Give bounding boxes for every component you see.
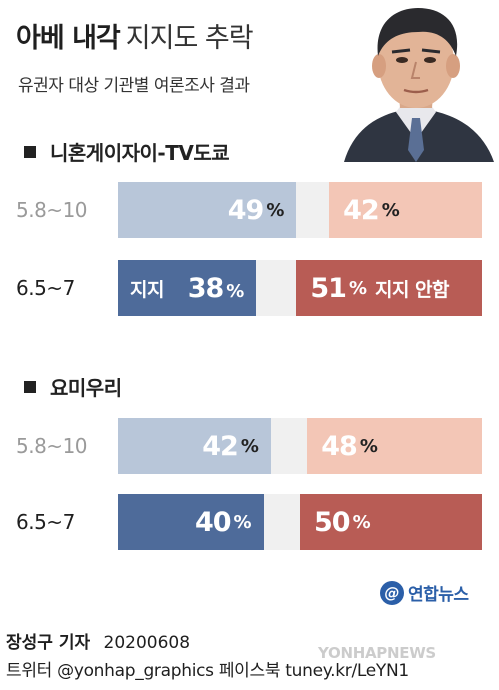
oppose-value-label: 51 bbox=[310, 272, 347, 304]
percent-sign: % bbox=[266, 199, 285, 221]
legend-oppose-label: 지지 안함 bbox=[374, 278, 450, 301]
percent-sign: % bbox=[359, 435, 378, 457]
byline: 장성구 기자 20200608 bbox=[6, 628, 190, 653]
page-title: 아베 내각 bbox=[16, 23, 121, 54]
bar-gap bbox=[270, 418, 308, 474]
title-row: 아베 내각 지지도 추락 bbox=[16, 16, 254, 55]
yonhap-logo: @ 연합뉴스 bbox=[380, 580, 469, 605]
oppose-value-label: 48 bbox=[321, 430, 358, 462]
logo-text: 연합뉴스 bbox=[408, 585, 469, 605]
support-value-label: 49 bbox=[227, 194, 265, 226]
bar-support: 42% bbox=[118, 418, 271, 474]
row-label: 6.5~7 bbox=[16, 276, 75, 300]
percent-sign: % bbox=[352, 511, 371, 533]
social-links: 트위터 @yonhap_graphics 페이스북 tuney.kr/LeYN1 bbox=[6, 661, 409, 681]
bar-support: 49% bbox=[118, 182, 297, 238]
person-portrait-icon bbox=[344, 8, 494, 162]
square-bullet-icon bbox=[24, 380, 36, 393]
row-label: 6.5~7 bbox=[16, 510, 75, 534]
oppose-value-label: 50 bbox=[314, 506, 351, 538]
legend-support-label: 지지 bbox=[130, 278, 164, 301]
bar-oppose: 48% bbox=[307, 418, 482, 474]
reporter-name: 장성구 기자 bbox=[6, 633, 91, 653]
percent-sign: % bbox=[226, 280, 245, 302]
percent-sign: % bbox=[381, 199, 400, 221]
poll-name: 니혼게이자이-TV도쿄 bbox=[50, 141, 230, 165]
percent-sign: % bbox=[348, 277, 367, 299]
bar-oppose: 50% bbox=[300, 494, 482, 550]
bar-gap bbox=[263, 494, 300, 550]
square-bullet-icon bbox=[24, 145, 36, 158]
bar-oppose: 42% bbox=[329, 182, 482, 238]
percent-sign: % bbox=[233, 511, 252, 533]
poll-name: 요미우리 bbox=[50, 376, 122, 400]
bar-oppose: 51% 지지 안함 bbox=[296, 260, 482, 316]
bar-support: 40% bbox=[118, 494, 264, 550]
bar-gap bbox=[256, 260, 297, 316]
percent-sign: % bbox=[240, 435, 259, 457]
row-label: 5.8~10 bbox=[16, 434, 88, 458]
section-heading-poll-2: 요미우리 bbox=[24, 372, 122, 401]
oppose-value-label: 42 bbox=[343, 194, 380, 226]
support-value-label: 40 bbox=[194, 506, 232, 538]
page-title-sub: 지지도 추락 bbox=[125, 23, 254, 54]
support-value-label: 42 bbox=[202, 430, 239, 462]
section-heading-poll-1: 니혼게이자이-TV도쿄 bbox=[24, 137, 230, 166]
watermark: YONHAPNEWS bbox=[318, 644, 436, 662]
bar-gap bbox=[296, 182, 330, 238]
publish-date: 20200608 bbox=[103, 633, 191, 653]
bar-support: 지지 38% bbox=[118, 260, 257, 316]
yonhap-logo-icon: @ bbox=[380, 580, 404, 605]
support-value-label: 38 bbox=[187, 272, 225, 304]
row-label: 5.8~10 bbox=[16, 198, 88, 222]
subtitle: 유권자 대상 기관별 여론조사 결과 bbox=[18, 76, 250, 96]
